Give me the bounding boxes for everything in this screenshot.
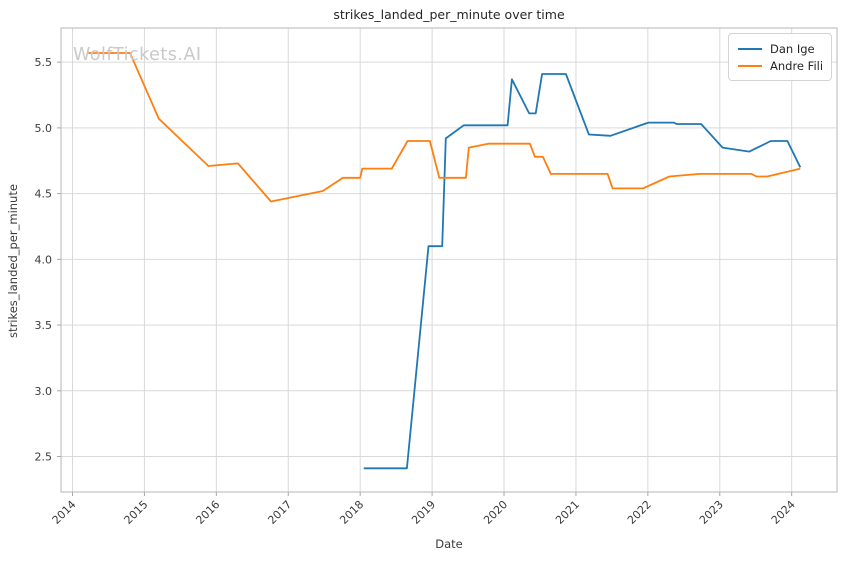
y-tick-label: 2.5 — [35, 451, 53, 464]
series-line-dan-ige — [363, 73, 802, 470]
x-tick-label: 2015 — [122, 498, 151, 527]
y-tick-label: 3.5 — [35, 319, 53, 332]
plot-border — [60, 27, 838, 493]
y-axis-label: strikes_landed_per_minute — [6, 184, 20, 338]
x-axis-label: Date — [435, 537, 463, 551]
legend-line-swatch — [738, 64, 762, 67]
legend-label: Andre Fili — [770, 58, 824, 73]
x-tick-label: 2018 — [337, 498, 366, 527]
legend-line-swatch — [738, 47, 762, 50]
legend-label: Dan Ige — [770, 41, 815, 56]
x-tick-label: 2020 — [481, 498, 510, 527]
x-tick-label: 2024 — [769, 498, 798, 527]
y-tick-label: 5.5 — [35, 56, 53, 69]
x-tick-label: 2014 — [50, 498, 79, 527]
x-tick-label: 2016 — [193, 498, 222, 527]
x-tick-label: 2017 — [265, 498, 294, 527]
chart-title: strikes_landed_per_minute over time — [333, 7, 565, 22]
legend: Dan Ige Andre Fili — [728, 33, 832, 81]
y-tick-label: 3.0 — [35, 385, 53, 398]
watermark: WolfTickets.AI — [73, 45, 202, 65]
y-tick-label: 4.0 — [35, 253, 53, 266]
x-tick-label: 2021 — [553, 498, 582, 527]
x-tick-label: 2022 — [625, 498, 654, 527]
legend-item: Dan Ige — [738, 40, 822, 57]
x-tick-label: 2023 — [697, 498, 726, 527]
legend-item: Andre Fili — [738, 57, 824, 74]
x-tick-label: 2019 — [409, 498, 438, 527]
y-tick-label: 5.0 — [35, 122, 53, 135]
y-tick-label: 4.5 — [35, 188, 53, 201]
series-line-andre-fili — [88, 52, 801, 203]
